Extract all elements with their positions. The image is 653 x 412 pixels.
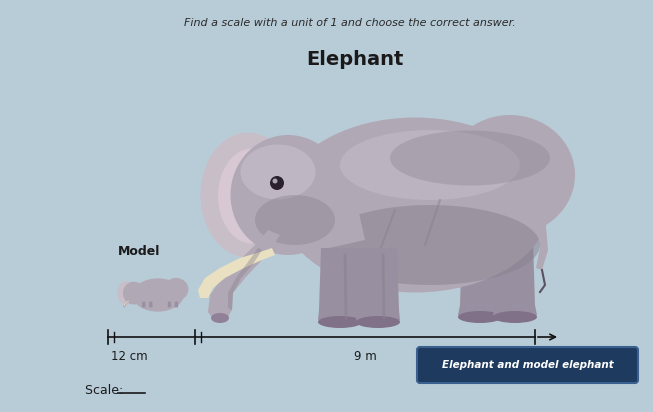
Text: Model: Model xyxy=(118,245,161,258)
FancyBboxPatch shape xyxy=(417,347,638,383)
Ellipse shape xyxy=(123,282,145,304)
Circle shape xyxy=(272,178,278,183)
Ellipse shape xyxy=(390,131,550,185)
Ellipse shape xyxy=(445,115,575,235)
Ellipse shape xyxy=(133,279,183,311)
Polygon shape xyxy=(149,302,153,307)
Polygon shape xyxy=(123,300,129,307)
Ellipse shape xyxy=(118,281,135,305)
Ellipse shape xyxy=(458,311,502,323)
Polygon shape xyxy=(142,302,146,307)
Ellipse shape xyxy=(340,130,520,200)
Ellipse shape xyxy=(211,313,229,323)
Text: 9 m: 9 m xyxy=(354,350,376,363)
Ellipse shape xyxy=(320,205,540,285)
Ellipse shape xyxy=(356,316,400,328)
Polygon shape xyxy=(318,248,362,323)
Polygon shape xyxy=(493,240,537,318)
Polygon shape xyxy=(356,248,400,323)
Text: Scale:: Scale: xyxy=(85,384,127,396)
Ellipse shape xyxy=(255,195,335,245)
Ellipse shape xyxy=(164,278,189,301)
Ellipse shape xyxy=(243,168,283,232)
Polygon shape xyxy=(310,195,365,250)
Text: Elephant and model elephant: Elephant and model elephant xyxy=(441,360,613,370)
Text: 12 cm: 12 cm xyxy=(111,350,148,363)
Ellipse shape xyxy=(240,145,315,199)
Ellipse shape xyxy=(318,316,362,328)
Polygon shape xyxy=(198,248,275,298)
Polygon shape xyxy=(175,302,178,307)
Polygon shape xyxy=(123,301,129,306)
Ellipse shape xyxy=(200,133,296,258)
Polygon shape xyxy=(458,240,502,318)
Circle shape xyxy=(270,176,284,190)
Polygon shape xyxy=(228,248,262,310)
Polygon shape xyxy=(208,230,280,322)
Ellipse shape xyxy=(280,117,550,293)
Text: Find a scale with a unit of 1 and choose the correct answer.: Find a scale with a unit of 1 and choose… xyxy=(184,18,516,28)
Polygon shape xyxy=(168,302,171,307)
Polygon shape xyxy=(523,190,548,270)
Text: Elephant: Elephant xyxy=(306,50,404,69)
Ellipse shape xyxy=(218,148,286,243)
Ellipse shape xyxy=(493,311,537,323)
Ellipse shape xyxy=(231,135,345,255)
